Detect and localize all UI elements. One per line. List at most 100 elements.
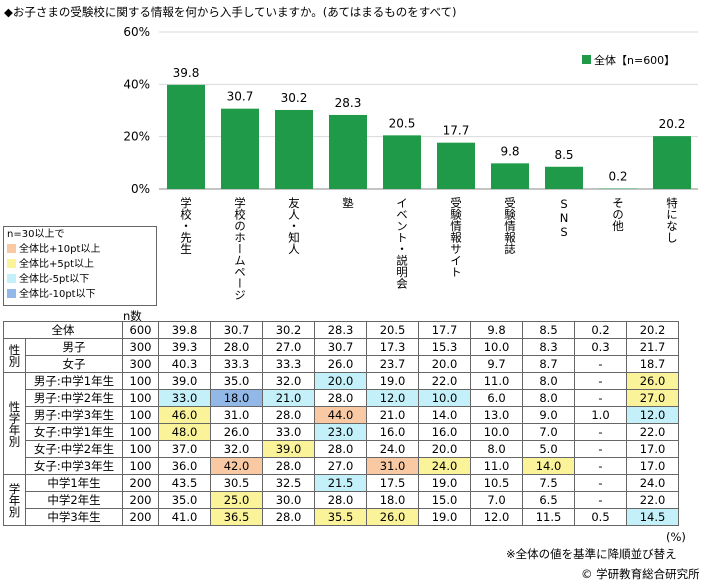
table-row: 中学3年生 200 41.0 36.5 28.0 35.5 26.0 19.0 12.0 11.5… <box>4 508 679 526</box>
table-cell: 28.0 <box>262 406 315 424</box>
table-cell: 20.0 <box>314 372 367 390</box>
table-row: 男子:中学2年生 100 33.0 18.0 21.0 28.0 12.0 10.0 6.0 8.… <box>4 389 679 407</box>
category-label: 受験情報誌 <box>503 197 517 255</box>
table-cell: 18.0 <box>366 491 419 509</box>
table-cell: - <box>574 423 627 441</box>
bar-value-label: 30.2 <box>281 91 308 105</box>
category-label: 友人・知人 <box>287 197 301 255</box>
table-cell: - <box>574 440 627 458</box>
table-cell: 0.5 <box>574 508 627 526</box>
n-value: 100 <box>122 389 159 407</box>
table-cell: 12.0 <box>470 508 523 526</box>
row-label: 男子:中学1年生 <box>25 372 123 390</box>
table-cell: 21.0 <box>366 406 419 424</box>
table-cell: 17.5 <box>366 474 419 492</box>
table-cell: 30.0 <box>262 491 315 509</box>
table-cell: 20.2 <box>626 321 679 339</box>
legend-item: 全体比+10pt以上 <box>4 242 156 257</box>
table-cell: 28.3 <box>314 321 367 339</box>
table-cell: - <box>574 389 627 407</box>
table-row: 全体 600 39.8 30.7 30.2 28.3 20.5 17.7 9.8 8.5 0.2 20… <box>3 321 679 339</box>
n-value: 100 <box>122 457 159 475</box>
category-label: 塾 <box>341 197 355 209</box>
table-cell: 27.0 <box>314 457 367 475</box>
table-cell: 9.0 <box>522 406 575 424</box>
category-label: 学校・先生 <box>179 197 193 255</box>
table-cell: 8.5 <box>522 321 575 339</box>
table-cell: 44.0 <box>314 406 367 424</box>
table-cell: 7.0 <box>522 423 575 441</box>
table-cell: 0.2 <box>574 321 627 339</box>
table-row: 男子:中学3年生 100 46.0 31.0 28.0 44.0 21.0 14.0 13.0 9… <box>4 406 679 424</box>
table-row: 性学年別 男子:中学1年生 100 39.0 35.0 32.0 20.0 19.0 22.0 1… <box>3 372 679 475</box>
table-cell: 19.0 <box>418 474 471 492</box>
category-label: 特になし <box>665 197 679 243</box>
sort-note: ※全体の値を基準に降順並び替え <box>506 547 677 561</box>
table-cell: 36.0 <box>158 457 211 475</box>
copyright: © 学研教育総合研究所 <box>581 567 700 581</box>
table-cell: 39.0 <box>158 372 211 390</box>
table-cell: 7.5 <box>522 474 575 492</box>
table-cell: 12.0 <box>366 389 419 407</box>
table-cell: 32.0 <box>210 440 263 458</box>
bar-series: 39.8 30.7 30.2 28.3 20.5 17.7 9.8 8.5 0.2 20.2 <box>167 66 691 189</box>
table-cell: 23.7 <box>366 355 419 373</box>
table-row: 女子:中学3年生 100 36.0 42.0 28.0 27.0 31.0 24.0 11.0 1… <box>4 457 679 475</box>
table-cell: 11.0 <box>470 372 523 390</box>
n-value: 600 <box>122 321 159 339</box>
bar-value-label: 8.5 <box>554 148 573 162</box>
row-label: 女子:中学2年生 <box>25 440 123 458</box>
table-cell: 21.7 <box>626 338 679 356</box>
y-tick-label: 0% <box>131 182 150 196</box>
highlight-legend: n=30以上で 全体比+10pt以上 全体比+5pt以上 全体比-5pt以下 全体比-… <box>3 226 157 306</box>
table-cell: 37.0 <box>158 440 211 458</box>
table-cell: 32.0 <box>262 372 315 390</box>
bar-1 <box>221 108 259 189</box>
row-label: 女子:中学1年生 <box>25 423 123 441</box>
legend-item: 全体比-5pt以下 <box>4 272 156 287</box>
n-value: 300 <box>122 355 159 373</box>
table-cell: 33.3 <box>210 355 263 373</box>
table-cell: 16.0 <box>418 423 471 441</box>
table-cell: 6.5 <box>522 491 575 509</box>
table-cell: 30.7 <box>210 321 263 339</box>
table-cell: 30.5 <box>210 474 263 492</box>
table-cell: 10.0 <box>470 423 523 441</box>
table-cell: 18.0 <box>210 389 263 407</box>
table-cell: - <box>574 457 627 475</box>
table-cell: 25.0 <box>210 491 263 509</box>
bar-3 <box>329 114 367 189</box>
bar-value-label: 39.8 <box>173 66 200 80</box>
bar-value-label: 30.7 <box>227 90 254 104</box>
table-row: 女子:中学2年生 100 37.0 32.0 39.0 28.0 24.0 20.0 8.0 5.… <box>4 440 679 458</box>
table-cell: 30.7 <box>314 338 367 356</box>
row-group-label: 性別 <box>3 338 26 373</box>
chart-legend: 全体【n=600】 <box>582 53 675 67</box>
table-cell: 41.0 <box>158 508 211 526</box>
y-tick-label: 20% <box>123 130 150 144</box>
table-cell: 28.0 <box>314 389 367 407</box>
table-cell: 1.0 <box>574 406 627 424</box>
table-cell: 31.0 <box>366 457 419 475</box>
legend-swatch <box>7 259 16 268</box>
row-label: 男子 <box>25 338 123 356</box>
row-label: 中学2年生 <box>25 491 123 509</box>
n-value: 200 <box>122 474 159 492</box>
legend-swatch <box>582 55 591 64</box>
table-cell: 21.5 <box>314 474 367 492</box>
table-cell: 33.3 <box>262 355 315 373</box>
table-cell: 10.5 <box>470 474 523 492</box>
table-cell: 43.5 <box>158 474 211 492</box>
table-cell: 9.7 <box>470 355 523 373</box>
table-cell: 32.5 <box>262 474 315 492</box>
n-value: 100 <box>122 423 159 441</box>
table-cell: 8.0 <box>470 440 523 458</box>
table-cell: 26.0 <box>366 508 419 526</box>
row-label: 女子:中学3年生 <box>25 457 123 475</box>
table-row: 女子:中学1年生 100 48.0 26.0 33.0 23.0 16.0 16.0 10.0 7… <box>4 423 679 441</box>
bar-0 <box>167 84 205 189</box>
table-cell: 20.5 <box>366 321 419 339</box>
table-cell: 46.0 <box>158 406 211 424</box>
legend-swatch <box>7 274 16 283</box>
table-cell: 28.0 <box>314 440 367 458</box>
